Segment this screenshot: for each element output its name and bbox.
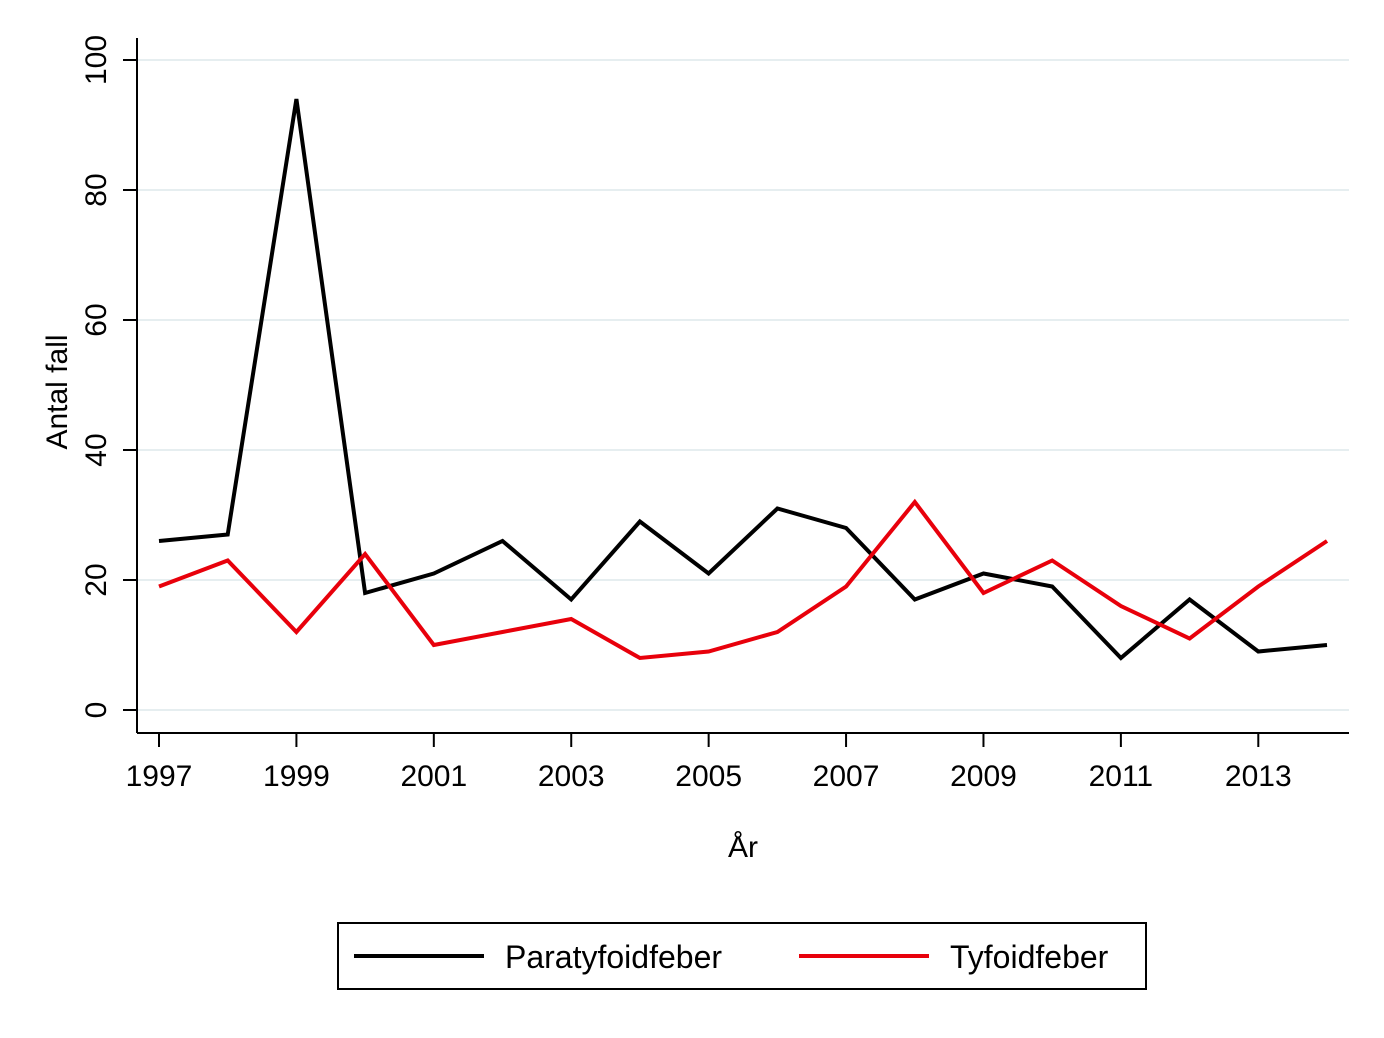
y-tick-label-40: 40 [80, 433, 113, 466]
legend-label-paratyfoidfeber: Paratyfoidfeber [505, 939, 722, 975]
x-tick-label-2013: 2013 [1225, 760, 1292, 793]
legend-label-tyfoidfeber: Tyfoidfeber [950, 939, 1109, 975]
x-tick-label-2003: 2003 [538, 760, 605, 793]
series-lines [158, 98, 1329, 661]
x-tick-label-1997: 1997 [126, 760, 193, 793]
y-tick-label-60: 60 [80, 303, 113, 336]
y-tick-label-80: 80 [80, 173, 113, 206]
y-tick-label-20: 20 [80, 563, 113, 596]
series-line-tyfoidfeber [158, 498, 1329, 661]
y-axis-ticks: 0 20 40 60 80 100 [80, 35, 137, 718]
x-tick-label-2009: 2009 [950, 760, 1017, 793]
series-line-paratyfoidfeber [158, 98, 1328, 661]
x-tick-label-2005: 2005 [675, 760, 742, 793]
x-tick-label-1999: 1999 [263, 760, 330, 793]
x-axis-ticks: 1997 1999 2001 2003 2005 2007 2009 2011 2013 [126, 733, 1292, 793]
x-tick-label-2001: 2001 [400, 760, 467, 793]
legend: Paratyfoidfeber Tyfoidfeber [337, 922, 1147, 990]
x-axis-title: År [728, 831, 758, 864]
x-tick-label-2007: 2007 [813, 760, 880, 793]
y-axis-title: Antal fall [41, 334, 74, 449]
y-tick-label-100: 100 [80, 35, 113, 85]
y-tick-label-0: 0 [80, 702, 113, 719]
x-tick-label-2011: 2011 [1089, 760, 1154, 793]
gridlines [137, 59, 1349, 711]
